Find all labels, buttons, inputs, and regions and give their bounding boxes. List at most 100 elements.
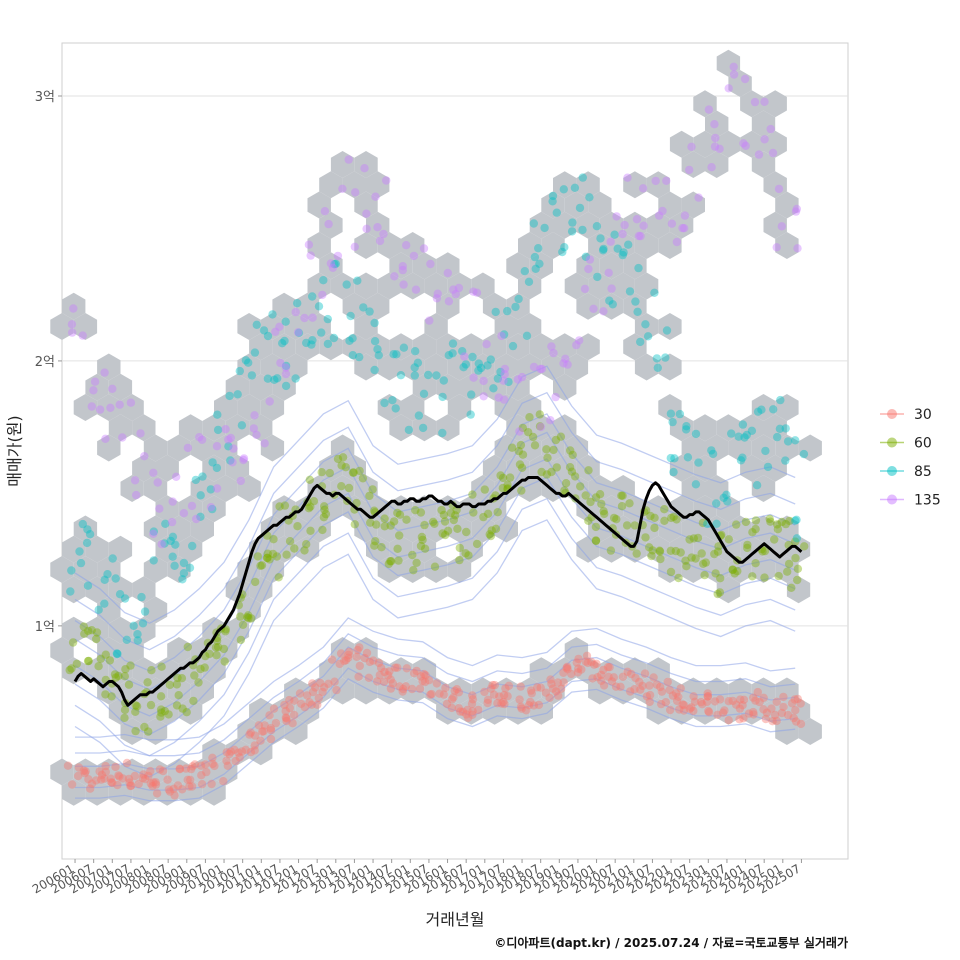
- hex-bin: [611, 272, 635, 300]
- point-60: [751, 524, 760, 534]
- point-60: [243, 613, 252, 622]
- point-30: [250, 746, 259, 755]
- hex-bin: [518, 353, 542, 381]
- point-60: [485, 530, 494, 539]
- legend-key-30: [887, 409, 897, 419]
- point-30: [146, 766, 155, 776]
- point-85: [559, 185, 568, 194]
- point-30: [452, 685, 462, 694]
- hex-bin: [763, 697, 787, 725]
- point-85: [491, 307, 500, 317]
- hex-bin: [401, 232, 425, 259]
- point-135: [197, 435, 207, 444]
- point-60: [293, 522, 302, 531]
- point-60: [348, 468, 358, 477]
- point-135: [623, 173, 632, 182]
- hex-bin: [740, 414, 764, 442]
- point-60: [437, 505, 446, 515]
- point-85: [355, 352, 364, 362]
- point-85: [792, 515, 801, 524]
- point-60: [344, 483, 354, 493]
- hex-bin: [728, 515, 752, 543]
- point-60: [200, 663, 209, 672]
- point-135: [398, 265, 407, 275]
- hex-bin: [740, 535, 764, 563]
- hex-bin: [576, 171, 600, 199]
- point-60: [758, 547, 767, 556]
- point-60: [701, 558, 710, 567]
- point-85: [380, 398, 389, 408]
- point-30: [373, 677, 382, 686]
- hex-bin: [73, 515, 98, 543]
- point-60: [666, 546, 675, 555]
- point-135: [399, 280, 408, 289]
- hex-bin: [249, 414, 273, 442]
- point-30: [250, 731, 260, 740]
- point-60: [781, 519, 790, 529]
- point-30: [130, 771, 139, 781]
- point-135: [212, 442, 222, 451]
- hex-bin: [646, 171, 670, 199]
- point-60: [275, 502, 284, 511]
- point-30: [548, 684, 558, 693]
- point-85: [388, 396, 397, 405]
- point-60: [630, 521, 639, 530]
- point-60: [174, 691, 183, 700]
- point-60: [777, 517, 786, 527]
- point-30: [152, 789, 162, 798]
- hex-bin: [553, 373, 577, 401]
- point-30: [336, 649, 346, 658]
- point-30: [202, 767, 211, 777]
- hex-bin: [342, 454, 366, 482]
- point-60: [395, 531, 404, 540]
- point-135: [620, 220, 629, 230]
- point-60: [251, 577, 260, 587]
- point-30: [207, 779, 216, 789]
- point-60: [156, 712, 165, 721]
- point-135: [228, 458, 237, 467]
- point-30: [122, 758, 132, 768]
- hex-bin: [237, 353, 261, 381]
- hex-bin: [143, 434, 168, 462]
- point-30: [391, 663, 400, 672]
- point-135: [275, 322, 284, 331]
- hex-bin: [354, 677, 378, 705]
- point-85: [149, 556, 158, 565]
- point-30: [574, 664, 583, 673]
- point-85: [137, 592, 146, 602]
- point-85: [85, 530, 95, 539]
- point-60: [524, 428, 533, 437]
- point-60: [238, 620, 248, 629]
- point-85: [224, 442, 233, 451]
- point-30: [599, 665, 608, 675]
- point-30: [173, 781, 183, 790]
- point-60: [566, 446, 575, 455]
- point-135: [155, 504, 164, 513]
- point-60: [386, 557, 395, 566]
- point-60: [236, 612, 245, 621]
- point-85: [610, 230, 619, 239]
- point-60: [290, 544, 299, 553]
- point-85: [235, 366, 244, 376]
- point-30: [395, 682, 404, 691]
- point-30: [308, 679, 317, 688]
- point-30: [724, 697, 733, 706]
- point-60: [417, 532, 427, 542]
- point-60: [205, 649, 214, 659]
- point-30: [749, 707, 758, 717]
- point-30: [770, 710, 780, 720]
- point-30: [777, 708, 787, 718]
- hex-bin: [354, 191, 378, 219]
- point-85: [670, 454, 679, 463]
- point-85: [115, 590, 125, 599]
- point-85: [560, 243, 569, 252]
- point-85: [281, 361, 291, 371]
- point-60: [131, 726, 140, 736]
- point-85: [438, 428, 447, 438]
- point-135: [250, 411, 259, 420]
- hex-bin: [108, 657, 133, 685]
- point-60: [386, 521, 395, 530]
- point-60: [309, 497, 319, 506]
- point-30: [303, 691, 312, 700]
- point-60: [647, 551, 656, 561]
